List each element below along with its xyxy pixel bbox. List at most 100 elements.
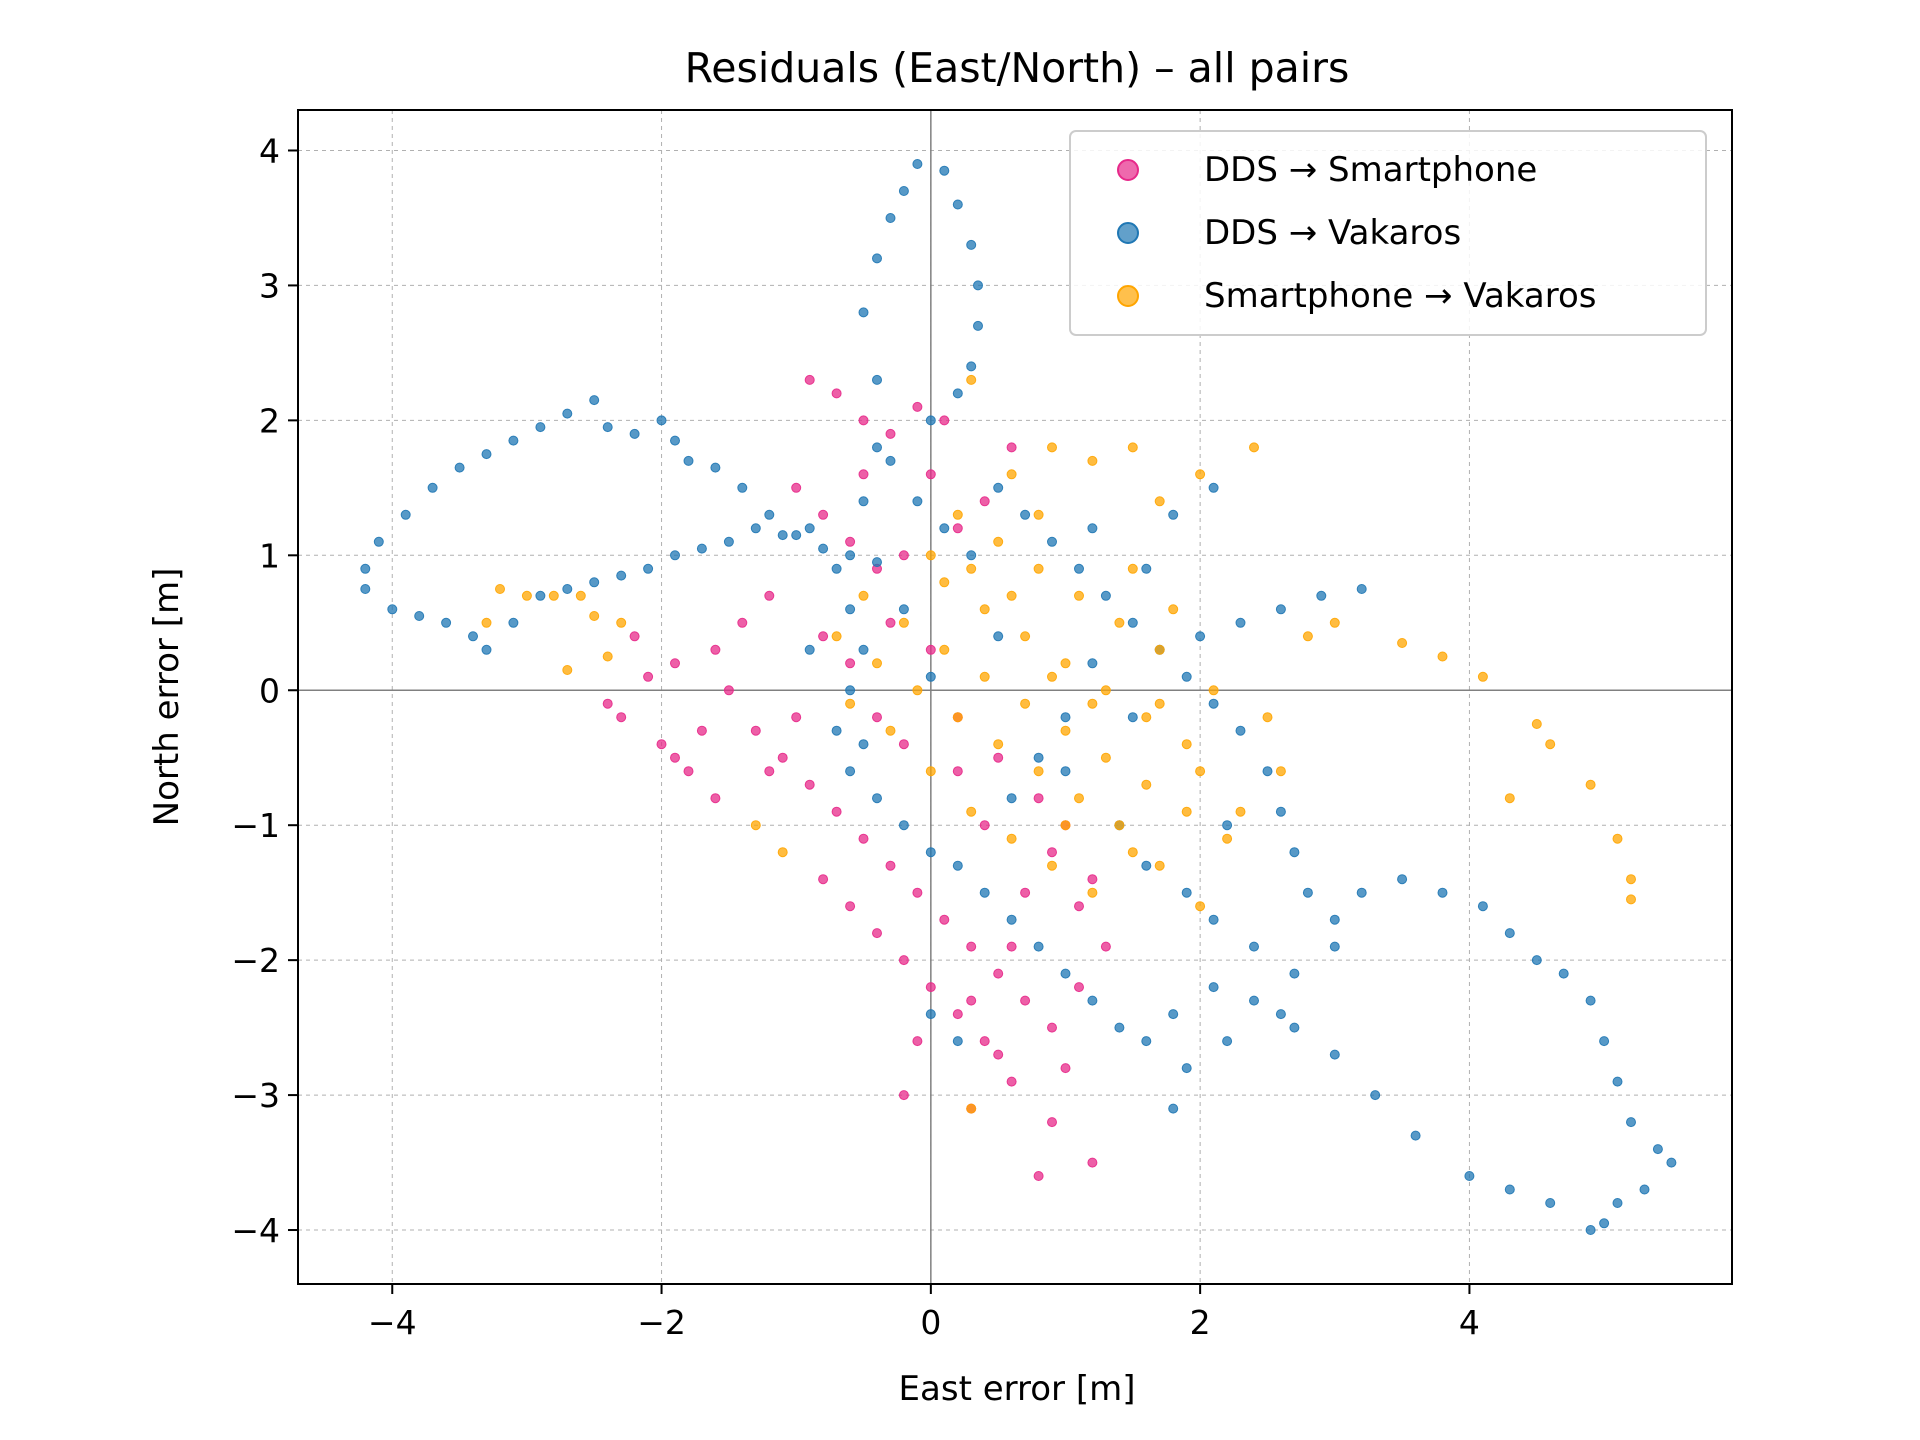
data-points	[360, 159, 1677, 1235]
data-point	[993, 482, 1004, 493]
y-tick-label: 2	[259, 401, 280, 440]
data-point	[885, 428, 896, 439]
data-point	[1060, 968, 1071, 979]
data-point	[373, 536, 384, 547]
data-point	[1154, 698, 1165, 709]
data-point	[535, 590, 546, 601]
data-point	[1639, 1184, 1650, 1195]
data-point	[1100, 685, 1111, 696]
data-point	[966, 995, 977, 1006]
data-point	[1006, 833, 1017, 844]
data-point	[562, 584, 573, 594]
data-point	[1612, 833, 1623, 844]
data-point	[1222, 1036, 1233, 1047]
data-point	[481, 617, 492, 628]
data-point	[643, 671, 654, 682]
data-point	[562, 665, 573, 675]
data-point	[1545, 1198, 1556, 1208]
data-point	[1531, 719, 1542, 729]
data-point	[1060, 658, 1071, 669]
data-point	[939, 644, 950, 655]
data-point	[670, 752, 680, 763]
data-point	[1087, 1157, 1098, 1168]
data-point	[387, 604, 398, 615]
data-point	[952, 766, 963, 777]
data-point	[1127, 563, 1138, 574]
data-point	[1006, 590, 1017, 601]
data-point	[1006, 442, 1017, 453]
data-point	[1047, 536, 1057, 547]
data-point	[1033, 563, 1044, 574]
data-point	[925, 671, 936, 682]
data-point	[1666, 1157, 1677, 1168]
data-point	[589, 395, 600, 406]
data-point	[831, 388, 842, 399]
data-point	[1249, 995, 1259, 1006]
data-point	[1275, 1009, 1286, 1020]
data-point	[885, 860, 896, 871]
y-tick-label: −2	[231, 941, 280, 980]
data-point	[1235, 617, 1246, 628]
data-point	[1087, 523, 1098, 534]
data-point	[1020, 698, 1031, 709]
data-point	[898, 1090, 909, 1101]
data-point	[831, 725, 842, 736]
data-point	[872, 712, 882, 723]
data-point	[1289, 1022, 1300, 1033]
data-point	[804, 644, 815, 655]
data-point	[1154, 496, 1165, 507]
data-point	[898, 550, 909, 561]
data-point	[521, 590, 532, 601]
data-point	[898, 955, 909, 966]
data-point	[441, 617, 452, 628]
legend-label-dds-smartphone: DDS → Smartphone	[1204, 150, 1537, 190]
data-point	[1262, 766, 1273, 777]
data-point	[1504, 1184, 1515, 1195]
legend-marker-dds-vakaros	[1117, 222, 1139, 244]
data-point	[562, 408, 573, 419]
data-point	[1599, 1036, 1610, 1047]
data-point	[845, 685, 856, 696]
data-point	[898, 604, 909, 615]
data-point	[656, 415, 667, 426]
data-point	[979, 496, 990, 507]
data-point	[750, 725, 761, 736]
data-point	[723, 536, 734, 547]
data-point	[845, 658, 856, 669]
data-point	[1087, 887, 1098, 898]
data-point	[495, 584, 505, 594]
data-point	[616, 570, 627, 581]
data-point	[791, 482, 802, 493]
data-point	[670, 658, 680, 669]
data-point	[952, 523, 963, 534]
chart-title: Residuals (East/North) – all pairs	[685, 44, 1350, 92]
data-point	[1114, 820, 1125, 831]
data-point	[818, 631, 829, 642]
data-point	[1208, 982, 1219, 993]
data-point	[481, 644, 492, 655]
x-axis-title: East error [m]	[899, 1369, 1136, 1409]
data-point	[508, 435, 519, 446]
data-point	[1087, 874, 1098, 885]
data-point	[1504, 928, 1515, 939]
data-point	[629, 631, 640, 642]
data-point	[966, 374, 977, 385]
data-point	[1181, 887, 1192, 898]
data-point	[872, 374, 882, 385]
data-point	[872, 442, 882, 453]
data-point	[993, 752, 1004, 763]
data-point	[1329, 617, 1340, 628]
data-point	[1397, 638, 1408, 648]
data-point	[1114, 617, 1125, 628]
data-point	[1302, 887, 1313, 898]
data-point	[1329, 914, 1340, 925]
data-point	[1626, 874, 1636, 885]
y-tick-label: 1	[259, 536, 280, 575]
data-point	[872, 793, 882, 804]
x-tick-label: −4	[368, 1303, 417, 1342]
data-point	[427, 482, 438, 493]
data-point	[1141, 563, 1152, 574]
data-point	[898, 820, 909, 831]
data-point	[1047, 860, 1057, 871]
series-2	[481, 374, 1636, 1114]
